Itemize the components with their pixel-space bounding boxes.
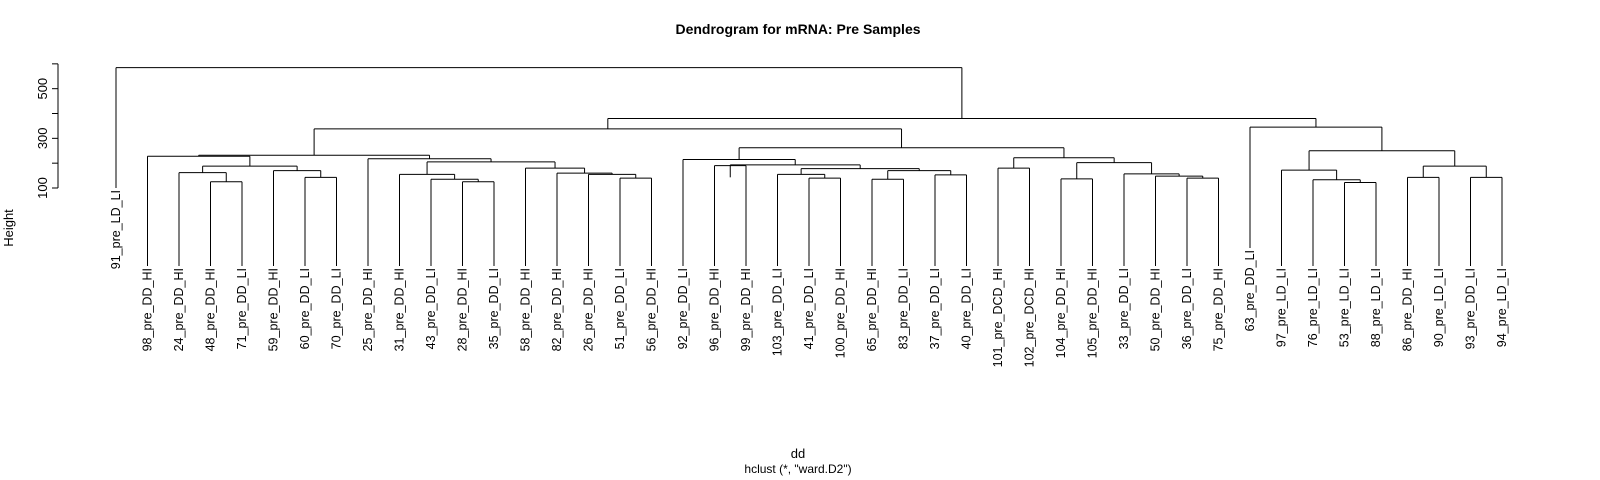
y-tick-label: 300: [35, 127, 50, 149]
leaf-label: 103_pre_DD_LI: [771, 268, 785, 356]
leaf-label: 63_pre_DD_LI: [1243, 250, 1257, 331]
leaf-label: 86_pre_DD_HI: [1401, 268, 1415, 351]
y-axis: 100 300 500: [35, 63, 59, 199]
leaf-label: 48_pre_DD_HI: [204, 268, 218, 351]
leaf-label: 36_pre_DD_LI: [1180, 268, 1194, 349]
leaf-label: 104_pre_DD_HI: [1054, 268, 1068, 358]
leaf-label: 56_pre_DD_HI: [645, 268, 659, 351]
leaf-label: 65_pre_DD_HI: [865, 268, 879, 351]
leaf-label: 41_pre_DD_LI: [802, 268, 816, 349]
leaf-label: 76_pre_LD_LI: [1306, 268, 1320, 347]
leaf-label: 60_pre_DD_LI: [298, 268, 312, 349]
leaf-label: 58_pre_DD_HI: [519, 268, 533, 351]
leaf-label: 51_pre_DD_LI: [613, 268, 627, 349]
leaf-label: 33_pre_DD_LI: [1117, 268, 1131, 349]
leaf-label: 94_pre_LD_LI: [1495, 268, 1509, 347]
x-axis-label: dd: [791, 446, 805, 461]
leaf-label: 82_pre_DD_HI: [550, 268, 564, 351]
leaf-label: 43_pre_DD_LI: [424, 268, 438, 349]
leaf-label: 97_pre_LD_LI: [1275, 268, 1289, 347]
leaf-label: 40_pre_DD_LI: [960, 268, 974, 349]
chart-title: Dendrogram for mRNA: Pre Samples: [675, 21, 920, 37]
leaf-label: 24_pre_DD_HI: [172, 268, 186, 351]
leaf-label: 35_pre_DD_LI: [487, 268, 501, 349]
leaf-label: 92_pre_DD_LI: [676, 268, 690, 349]
leaf-label: 28_pre_DD_HI: [456, 268, 470, 351]
leaf-label: 25_pre_DD_HI: [361, 268, 375, 351]
leaf-label: 100_pre_DD_HI: [834, 268, 848, 358]
dendrogram-branches: [115, 67, 1503, 266]
leaf-label: 105_pre_DD_HI: [1086, 268, 1100, 358]
method-subtitle: hclust (*, "ward.D2"): [744, 462, 851, 476]
leaf-label: 99_pre_DD_HI: [739, 268, 753, 351]
leaf-label: 90_pre_LD_LI: [1432, 268, 1446, 347]
leaf-label: 93_pre_DD_LI: [1464, 268, 1478, 349]
leaf-label: 75_pre_DD_HI: [1212, 268, 1226, 351]
leaf-label: 70_pre_DD_LI: [330, 268, 344, 349]
leaf-label: 91_pre_LD_LI: [109, 190, 123, 269]
leaf-label: 101_pre_DCD_HI: [991, 268, 1005, 367]
leaf-label: 26_pre_DD_HI: [582, 268, 596, 351]
leaf-label: 50_pre_DD_HI: [1149, 268, 1163, 351]
leaf-label: 83_pre_DD_LI: [897, 268, 911, 349]
leaf-label: 88_pre_LD_LI: [1369, 268, 1383, 347]
leaf-label: 31_pre_DD_HI: [393, 268, 407, 351]
leaf-label: 37_pre_DD_LI: [928, 268, 942, 349]
leaf-labels: 91_pre_LD_LI 98_pre_DD_HI 24_pre_DD_HI 48_p…: [109, 190, 1509, 367]
y-tick-label: 500: [35, 78, 50, 100]
y-axis-label: Height: [1, 209, 16, 247]
y-tick-label: 100: [35, 177, 50, 199]
leaf-label: 102_pre_DCD_HI: [1023, 268, 1037, 367]
leaf-label: 71_pre_DD_LI: [235, 268, 249, 349]
leaf-label: 96_pre_DD_HI: [708, 268, 722, 351]
leaf-label: 53_pre_LD_LI: [1338, 268, 1352, 347]
leaf-label: 59_pre_DD_HI: [267, 268, 281, 351]
leaf-label: 98_pre_DD_HI: [141, 268, 155, 351]
